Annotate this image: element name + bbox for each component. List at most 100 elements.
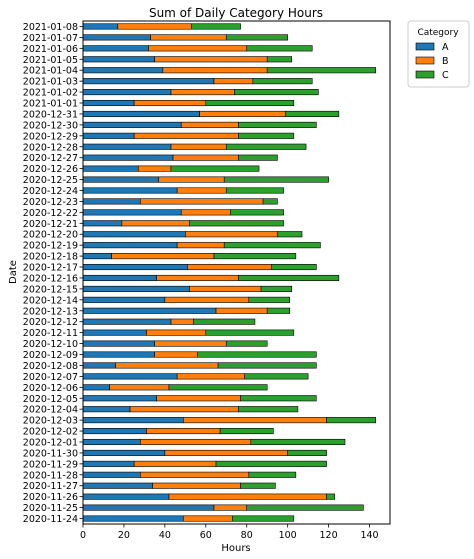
x-tick-label: 120: [320, 530, 338, 541]
y-tick-label: 2020-12-12: [23, 317, 78, 328]
y-tick-label: 2021-01-08: [23, 22, 78, 33]
bar-C-2020-12-26: [170, 165, 260, 172]
bar-C-2020-12-24: [225, 187, 284, 194]
bar-C-2020-11-30: [287, 449, 327, 456]
bar-A-2020-12-05: [82, 395, 157, 402]
bar-B-2020-12-16: [156, 274, 239, 282]
bar-B-2020-12-26: [137, 165, 172, 172]
bar-C-2020-12-12: [193, 318, 256, 325]
y-tick-label: 2021-01-02: [23, 88, 78, 99]
y-tick-label: 2020-12-07: [23, 372, 78, 383]
bar-C-2021-01-08: [191, 23, 241, 30]
bar-A-2020-12-07: [82, 373, 178, 380]
bar-A-2021-01-08: [82, 23, 119, 30]
bar-A-2020-11-30: [82, 449, 166, 456]
bar-B-2020-12-23: [140, 198, 264, 205]
legend-label-B: B: [442, 56, 449, 67]
bar-C-2020-12-30: [238, 121, 317, 128]
bar-A-2020-12-10: [82, 340, 155, 347]
bar-A-2021-01-06: [82, 45, 149, 52]
bar-C-2020-12-16: [238, 274, 340, 282]
y-tick-label: 2020-11-24: [23, 514, 78, 525]
bar-A-2021-01-05: [82, 56, 155, 63]
bar-B-2021-01-05: [154, 56, 268, 63]
bar-C-2020-11-25: [246, 504, 364, 511]
y-axis: 2021-01-082021-01-072021-01-062021-01-05…: [23, 22, 83, 525]
bar-B-2021-01-02: [170, 89, 235, 96]
bar-B-2020-12-29: [133, 132, 239, 139]
bar-B-2021-01-08: [117, 23, 192, 30]
bar-A-2021-01-04: [82, 67, 164, 74]
y-tick-label: 2020-12-06: [23, 383, 78, 394]
bar-C-2020-11-26: [326, 493, 336, 500]
y-tick-label: 2021-01-06: [23, 44, 78, 55]
bar-C-2020-11-28: [248, 471, 297, 478]
bar-B-2020-12-31: [199, 110, 286, 117]
y-tick-label: 2020-11-26: [23, 492, 78, 503]
bar-B-2020-12-22: [180, 209, 231, 216]
bar-C-2020-12-14: [248, 296, 291, 303]
y-tick-label: 2020-12-13: [23, 306, 78, 317]
bar-B-2020-12-06: [109, 384, 170, 391]
bar-A-2020-11-27: [82, 482, 153, 489]
bar-B-2021-01-06: [148, 45, 248, 52]
bar-C-2020-12-02: [219, 428, 274, 435]
bar-C-2020-12-05: [240, 395, 317, 402]
bar-B-2020-12-20: [185, 231, 278, 238]
bar-A-2020-11-28: [82, 471, 141, 478]
bar-C-2020-12-03: [326, 417, 376, 424]
y-tick-label: 2020-12-04: [23, 405, 78, 416]
y-tick-label: 2021-01-01: [23, 99, 78, 110]
bar-B-2020-12-21: [121, 220, 190, 227]
y-tick-label: 2020-11-28: [23, 470, 78, 481]
bar-A-2020-12-31: [82, 110, 200, 117]
y-tick-label: 2020-12-08: [23, 361, 78, 372]
bar-A-2020-11-25: [82, 504, 215, 511]
y-tick-label: 2020-12-20: [23, 230, 78, 241]
bar-A-2021-01-03: [82, 78, 215, 85]
legend-swatch-A: [415, 42, 435, 51]
bar-B-2020-12-09: [154, 351, 198, 358]
bar-A-2021-01-01: [82, 99, 135, 107]
bar-B-2020-11-28: [140, 471, 250, 478]
bar-C-2020-12-11: [205, 329, 295, 336]
y-tick-label: 2020-12-15: [23, 284, 78, 295]
bar-B-2020-12-01: [140, 438, 252, 446]
bar-A-2020-12-11: [82, 329, 147, 336]
bar-A-2020-12-19: [82, 242, 178, 249]
bar-B-2020-12-30: [180, 121, 239, 128]
bar-A-2020-12-16: [82, 274, 157, 282]
bar-B-2020-12-04: [129, 406, 239, 413]
bar-C-2020-12-19: [223, 242, 321, 249]
bar-B-2020-11-25: [213, 504, 248, 511]
bar-B-2020-11-30: [164, 449, 288, 456]
y-tick-label: 2020-11-27: [23, 481, 78, 492]
bar-A-2020-12-20: [82, 231, 186, 238]
bar-C-2020-12-18: [213, 253, 297, 260]
y-tick-label: 2020-12-01: [23, 437, 78, 448]
y-tick-label: 2020-12-17: [23, 263, 78, 274]
y-tick-label: 2020-12-02: [23, 427, 78, 438]
bar-B-2020-12-08: [115, 362, 219, 369]
legend-label-C: C: [442, 70, 449, 81]
bar-A-2020-12-14: [82, 296, 166, 303]
bar-A-2020-12-23: [82, 198, 141, 205]
y-tick-label: 2020-12-19: [23, 241, 78, 252]
bar-C-2021-01-02: [234, 89, 319, 96]
bar-B-2020-12-05: [156, 395, 241, 402]
y-axis-label: Date: [8, 260, 19, 284]
y-tick-label: 2020-11-30: [23, 448, 78, 459]
x-tick-label: 60: [200, 530, 212, 541]
y-tick-label: 2020-12-14: [23, 295, 78, 306]
bar-C-2020-12-31: [285, 110, 340, 117]
bar-C-2020-11-24: [232, 515, 295, 522]
bar-C-2020-12-21: [189, 220, 284, 227]
y-tick-label: 2020-12-31: [23, 109, 78, 120]
bar-B-2020-12-10: [154, 340, 227, 347]
legend: Category ABC: [407, 20, 470, 88]
y-tick-label: 2020-12-21: [23, 219, 78, 230]
legend-swatch-B: [415, 56, 435, 65]
bar-A-2020-12-27: [82, 154, 174, 161]
chart-title: Sum of Daily Category Hours: [149, 6, 323, 20]
